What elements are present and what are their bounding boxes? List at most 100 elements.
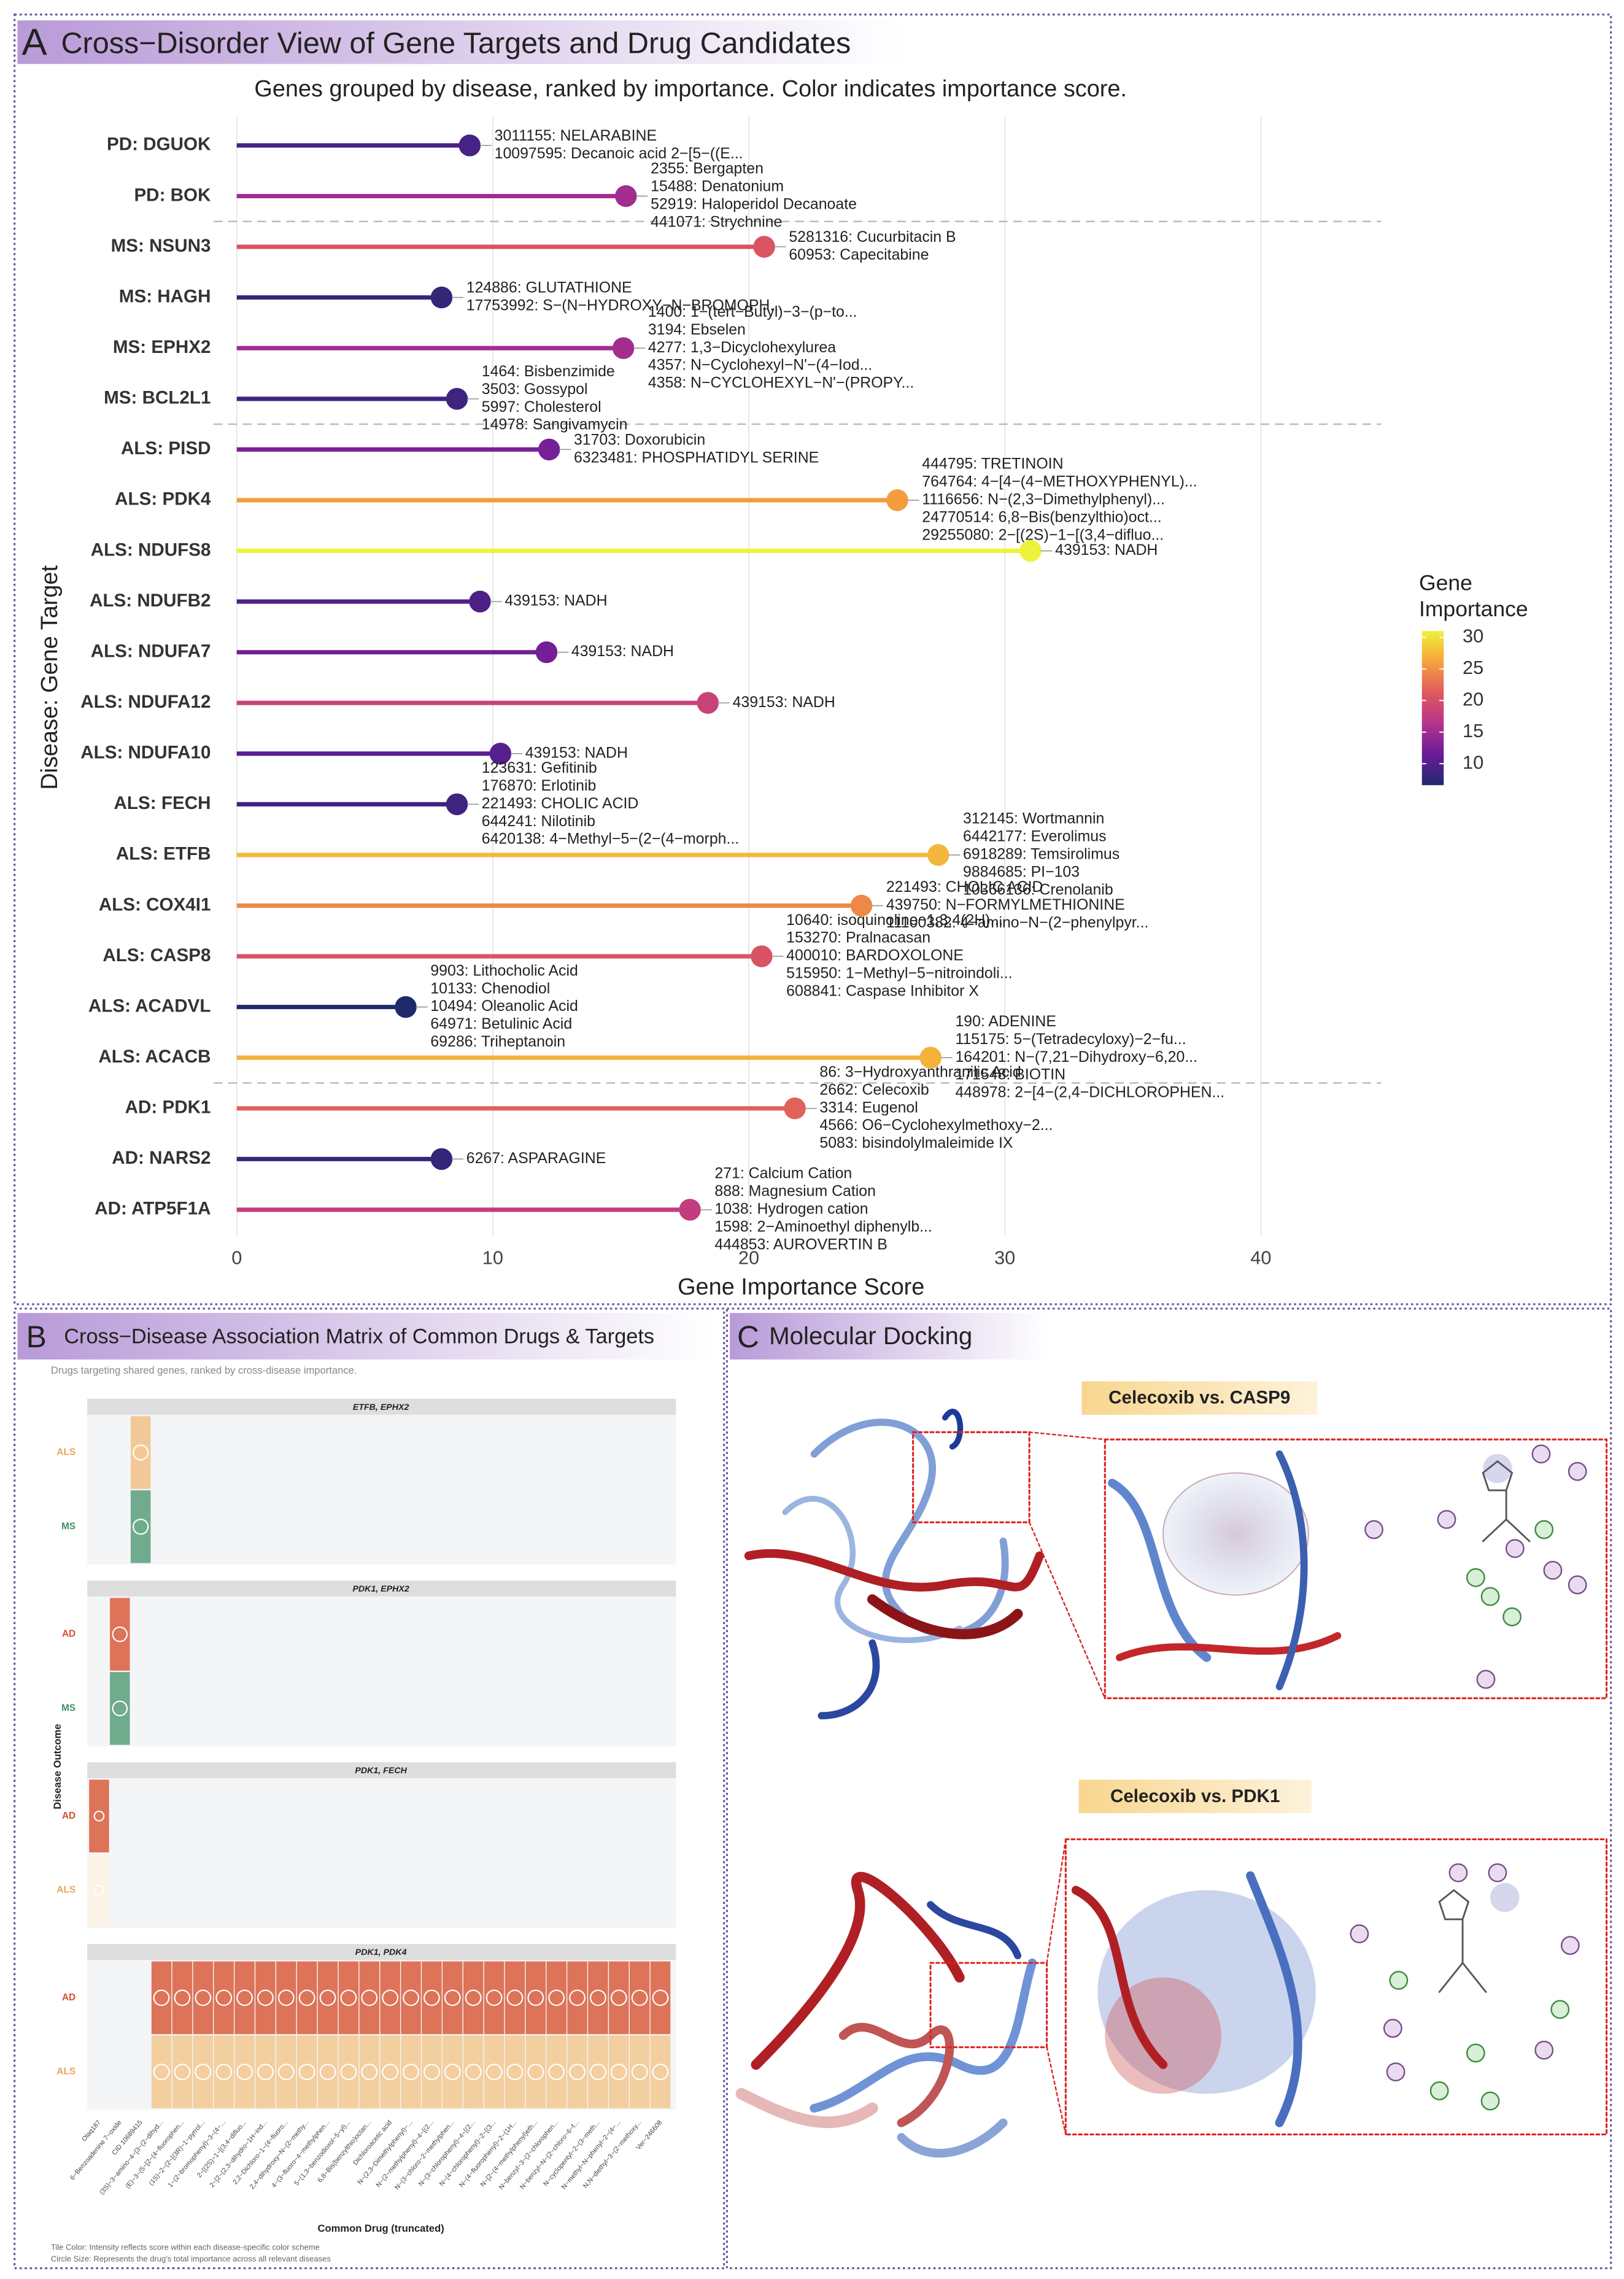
facet-strip	[87, 1944, 676, 1960]
x-tick-label: 20	[738, 1247, 759, 1269]
drug-annotation: 4566: O6−Cyclohexylmethoxy−2...	[819, 1116, 1053, 1134]
tile	[338, 2035, 359, 2108]
importance-circle	[590, 1989, 606, 2006]
y-tick-label: PD: BOK	[134, 185, 211, 205]
tile	[193, 2035, 214, 2108]
lollipop-dot	[919, 1047, 942, 1069]
tile	[193, 1961, 214, 2035]
drug-annotation: 124886: GLUTATHIONE	[466, 279, 632, 296]
lollipop-dot	[697, 692, 719, 714]
drug-annotation: 6323481: PHOSPHATIDYL SERINE	[574, 449, 819, 466]
drug-annotation: 17753992: S−(N−HYDROXY−N−BROMOPH...	[466, 297, 783, 314]
drug-annotation: 6442177: Everolimus	[963, 828, 1107, 845]
tile	[401, 1961, 421, 2035]
drug-annotation: 1464: Bisbenzimide	[482, 363, 615, 380]
tile	[422, 1961, 442, 2035]
y-tick-label: ALS: FECH	[114, 793, 211, 813]
drug-annotation: 115175: 5−(Tetradecyloxy)−2−fu...	[955, 1031, 1186, 1048]
lollipop-dot	[612, 337, 635, 359]
tile	[89, 1854, 109, 1927]
importance-circle	[257, 2064, 274, 2081]
drug-annotation: 69286: Triheptanoin	[430, 1033, 565, 1050]
y-tick-label: MS: EPHX2	[113, 337, 211, 357]
panel-letter: B	[26, 1320, 47, 1354]
lollipop-dot	[430, 286, 453, 309]
drug-annotation: 6420138: 4−Methyl−5−(2−(4−morph...	[482, 830, 739, 848]
drug-annotation: 60953: Capecitabine	[789, 246, 929, 263]
drug-annotation: 1400: 1−(tert−Butyl)−3−(p−to...	[648, 303, 857, 320]
drug-annotation: 608841: Caspase Inhibitor X	[786, 982, 979, 999]
tile	[629, 2035, 650, 2108]
facet-title: ETFB, EPHX2	[353, 1403, 409, 1412]
drug-annotation: 24770514: 6,8−Bis(benzylthio)oct...	[922, 508, 1161, 525]
drug-annotation: 1038: Hydrogen cation	[714, 1200, 868, 1217]
tile	[130, 1416, 151, 1489]
tile	[214, 1961, 234, 2035]
importance-circle	[215, 1989, 233, 2006]
x-axis-title: Gene Importance Score	[678, 1274, 924, 1300]
lollipop-dot	[538, 438, 560, 461]
drug-annotation: 64971: Betulinic Acid	[430, 1015, 572, 1032]
y-tick-label: ALS: NDUFB2	[90, 590, 211, 611]
drug-annotation: 171548: BIOTIN	[955, 1066, 1065, 1083]
drug-annotation: 3194: Ebselen	[648, 321, 746, 338]
importance-circle	[485, 2064, 503, 2081]
tile	[359, 1961, 380, 2035]
facet-strip	[87, 1762, 676, 1779]
docking-image-1	[744, 1409, 1608, 1720]
drug-annotation: 6267: ASPARAGINE	[466, 1150, 606, 1167]
importance-circle	[569, 2064, 586, 2081]
drug-annotation: 439750: N−FORMYLMETHIONINE	[886, 896, 1125, 913]
importance-circle	[423, 2064, 440, 2081]
panel-letter: A	[22, 21, 47, 64]
tile	[567, 2035, 587, 2108]
tile	[255, 1961, 276, 2035]
tile	[172, 2035, 193, 2108]
lollipop-dot	[927, 844, 949, 866]
importance-circle	[133, 1519, 149, 1535]
y-tick-label: ALS: PISD	[121, 438, 211, 459]
lollipop-dot	[489, 743, 512, 765]
importance-circle	[465, 2064, 482, 2081]
tile	[380, 2035, 400, 2108]
colorbar-tick-label: 25	[1463, 657, 1483, 678]
drug-annotation: 153270: Pralnacasan	[786, 929, 930, 946]
y-tick-label: ALS: ACADVL	[88, 996, 211, 1016]
tile	[650, 1961, 671, 2035]
tile	[255, 2035, 276, 2108]
lollipop-dot	[395, 996, 417, 1018]
tile	[151, 2035, 172, 2108]
x-tick-label: 30	[994, 1247, 1015, 1269]
chart-title: Cross−Disorder View of Gene Targets and …	[61, 26, 851, 60]
drug-annotation: 31703: Doxorubicin	[574, 431, 705, 448]
importance-circle	[340, 2064, 357, 2081]
x-axis-title: Common Drug (truncated)	[317, 2223, 444, 2234]
y-tick-label: AD: ATP5F1A	[95, 1199, 211, 1219]
panel-frame	[725, 1307, 1612, 2269]
drug-annotation: 190: ADENINE	[955, 1013, 1056, 1030]
y-tick-label: MS: BCL2L1	[104, 388, 211, 408]
drug-annotation: 52919: Haloperidol Decanoate	[651, 196, 857, 213]
importance-circle	[174, 1989, 191, 2006]
importance-circle	[590, 2064, 606, 2081]
tile	[463, 1961, 484, 2035]
x-tick-label: 40	[1250, 1247, 1271, 1269]
y-tick-label: PD: DGUOK	[107, 134, 211, 155]
lollipop-dot	[886, 489, 908, 511]
panel-letter: C	[737, 1320, 759, 1354]
tile	[443, 2035, 463, 2108]
tile	[525, 2035, 546, 2108]
label-box	[1078, 1779, 1312, 1813]
y-tick-label: ALS: NDUFA7	[91, 641, 211, 661]
importance-circle	[174, 2064, 191, 2081]
importance-circle	[631, 2064, 648, 2081]
drug-annotation: 4358: N−CYCLOHEXYL−N'−(PROPY...	[648, 374, 914, 392]
colorbar	[1421, 631, 1444, 786]
importance-circle	[652, 2064, 669, 2081]
tile	[567, 1961, 587, 2035]
drug-annotation: 2662: Celecoxib	[819, 1081, 929, 1098]
importance-circle	[423, 1989, 440, 2006]
tile	[317, 2035, 338, 2108]
drug-annotation: 123631: Gefitinib	[482, 759, 597, 776]
importance-circle	[361, 1989, 378, 2006]
